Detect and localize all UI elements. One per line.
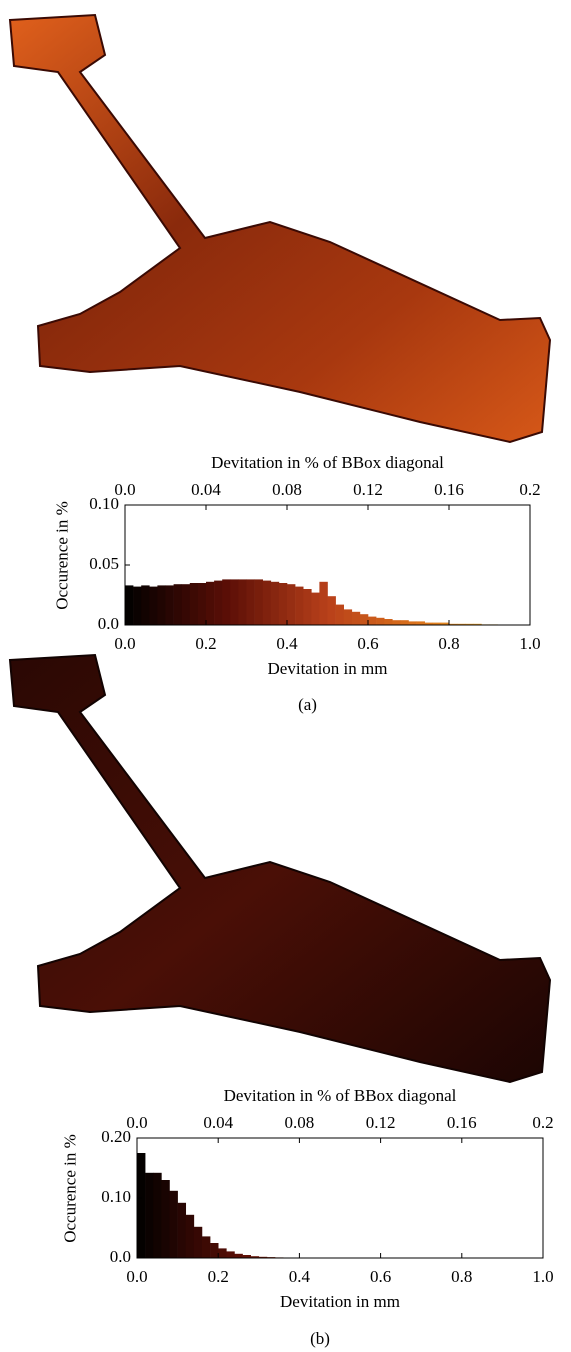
x-axis-label: Devitation in mm — [280, 1292, 400, 1311]
y-tick-label: 0.10 — [101, 1187, 131, 1206]
caption: (a) — [298, 695, 317, 714]
histogram-bar — [417, 621, 425, 625]
render-a — [10, 15, 550, 442]
histogram-bar — [263, 581, 271, 625]
histogram-bar — [234, 1254, 242, 1258]
x-tick-label: 0.6 — [357, 634, 378, 653]
x-tick-label: 0.6 — [370, 1267, 391, 1286]
histogram-bar — [198, 583, 206, 625]
caption: (b) — [310, 1329, 330, 1348]
histogram-bar — [271, 582, 279, 625]
histogram-bar — [169, 1191, 177, 1258]
histogram-bar — [222, 579, 230, 625]
x-tick-label: 0.2 — [195, 634, 216, 653]
histogram-bar — [125, 585, 133, 625]
histogram-bar — [319, 582, 327, 625]
x2-tick-label: 0.04 — [191, 480, 221, 499]
x-axis-label: Devitation in mm — [268, 659, 388, 678]
x2-tick-label: 0.04 — [203, 1113, 233, 1132]
histogram-bar — [409, 621, 417, 625]
histogram-bar — [352, 612, 360, 625]
histogram-bar — [328, 596, 336, 625]
x2-axis-label: Devitation in % of BBox diagonal — [224, 1086, 457, 1105]
x-tick-label: 0.8 — [438, 634, 459, 653]
x-tick-label: 0.4 — [289, 1267, 311, 1286]
render-b — [10, 655, 550, 1082]
x-tick-label: 1.0 — [532, 1267, 553, 1286]
histogram-bar — [190, 583, 198, 625]
histogram-bar — [141, 585, 149, 625]
x2-axis-label: Devitation in % of BBox diagonal — [211, 453, 444, 472]
histogram-bar — [202, 1236, 210, 1258]
histogram-bar — [166, 585, 174, 625]
histogram-bar — [153, 1173, 161, 1258]
histogram-bar — [400, 620, 408, 625]
histogram-bar — [279, 583, 287, 625]
histogram-bar — [230, 579, 238, 625]
histogram-bar — [384, 619, 392, 625]
histogram-bar — [178, 1203, 186, 1258]
x-tick-label: 1.0 — [519, 634, 540, 653]
histogram-bar — [360, 614, 368, 625]
y-tick-label: 0.20 — [101, 1127, 131, 1146]
histogram-bar — [287, 584, 295, 625]
x2-tick-label: 0.16 — [434, 480, 464, 499]
x-tick-label: 0.0 — [126, 1267, 147, 1286]
histogram-bar — [218, 1248, 226, 1258]
histogram-bar — [133, 587, 141, 625]
figure-canvas: 0.0 0.2 0.4 0.6 0.8 1.0 0.0 0.04 0.08 0.12 0.16 0.2… — [0, 0, 571, 1352]
histogram-bar — [145, 1173, 153, 1258]
x2-tick-label: 0.16 — [447, 1113, 477, 1132]
histogram-bar — [311, 593, 319, 625]
y-axis-label: Occurence in % — [53, 501, 72, 611]
x-tick-label: 0.2 — [208, 1267, 229, 1286]
histogram-bar — [303, 589, 311, 625]
x2-tick-label: 0.2 — [532, 1113, 553, 1132]
histogram-bar — [247, 579, 255, 625]
x-tick-label: 0.4 — [276, 634, 298, 653]
histogram-bar — [137, 1153, 145, 1258]
histogram-bar — [174, 584, 182, 625]
histogram-bar — [157, 585, 165, 625]
figure: 0.0 0.2 0.4 0.6 0.8 1.0 0.0 0.04 0.08 0.12 0.16 0.2… — [0, 0, 571, 1352]
histogram-bar — [149, 587, 157, 625]
x2-tick-label: 0.12 — [366, 1113, 396, 1132]
histogram-bar — [368, 617, 376, 625]
histogram-bar — [376, 618, 384, 625]
x2-tick-label: 0.12 — [353, 480, 383, 499]
histogram-bar — [295, 587, 303, 625]
histogram-bar — [206, 582, 214, 625]
histogram-bar — [226, 1251, 234, 1258]
histogram-bar — [238, 579, 246, 625]
histogram-bar — [210, 1243, 218, 1258]
histogram-bar — [255, 579, 263, 625]
x2-tick-label: 0.08 — [272, 480, 302, 499]
x-tick-label: 0.8 — [451, 1267, 472, 1286]
histogram-bar — [214, 581, 222, 625]
histogram-bar — [392, 620, 400, 625]
histogram-bar — [161, 1180, 169, 1258]
y-tick-label: 0.0 — [98, 614, 119, 633]
histogram-bar — [194, 1227, 202, 1258]
x2-tick-label: 0.08 — [285, 1113, 315, 1132]
y-axis-label: Occurence in % — [61, 1134, 80, 1244]
histogram-bar — [344, 609, 352, 625]
y-tick-label: 0.05 — [89, 554, 119, 573]
y-tick-label: 0.0 — [110, 1247, 131, 1266]
y-tick-label: 0.10 — [89, 494, 119, 513]
histogram-bar — [186, 1215, 194, 1258]
x2-tick-label: 0.2 — [519, 480, 540, 499]
x-tick-label: 0.0 — [114, 634, 135, 653]
histogram-bar — [336, 605, 344, 625]
histogram-bar — [182, 584, 190, 625]
